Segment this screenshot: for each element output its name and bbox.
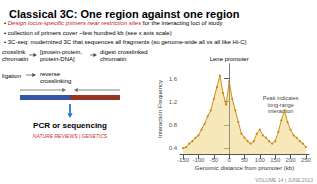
svg-text:crosslinking: crosslinking [40,78,71,84]
svg-text:-50: -50 [209,157,218,163]
svg-text:interaction: interaction [268,108,293,114]
svg-text:reverse: reverse [40,71,61,77]
svg-text:Genomic distance from promoter: Genomic distance from promoter (kb) [195,165,294,171]
svg-text:digest crosslinked: digest crosslinked [100,49,148,55]
svg-text:• collection of primers cover: • collection of primers cover ~few hundr… [4,30,172,36]
svg-text:long-range: long-range [268,102,294,108]
svg-text:crosslink: crosslink [2,49,26,55]
svg-text:ligation: ligation [2,73,21,79]
svg-text:chromatin: chromatin [100,56,126,62]
svg-text:Lene promoter: Lene promoter [210,56,249,62]
svg-text:PCR or sequencing: PCR or sequencing [33,121,107,130]
svg-text:1.2: 1.2 [169,99,178,105]
svg-text:VOLUME 14 | JUNE 2013: VOLUME 14 | JUNE 2013 [255,177,313,183]
svg-text:Classical 3C: One region again: Classical 3C: One region against one reg… [9,8,240,20]
svg-text:1.6: 1.6 [169,76,178,82]
svg-text:Design locus-specific primers: Design locus-specific primers near restr… [8,20,141,26]
svg-text:-100: -100 [192,157,205,163]
svg-text:0.8: 0.8 [169,122,178,128]
svg-text:Interaction Frequency: Interaction Frequency [157,80,163,138]
svg-text:protein-DNA]: protein-DNA] [40,56,75,62]
svg-text:-150: -150 [177,157,190,163]
svg-text:0: 0 [227,157,231,163]
svg-text:200: 200 [286,157,297,163]
svg-text:• 3C-seq: modernized 3C that s: • 3C-seq: modernized 3C that sequences a… [4,39,247,45]
svg-text:for the interacting loci of st: for the interacting loci of study [141,20,222,26]
svg-text:[protein-protein,: [protein-protein, [40,49,82,55]
svg-text:Peak indicates: Peak indicates [263,95,299,101]
svg-text:chromatin: chromatin [2,56,28,62]
svg-text:NATURE REVIEWS | GENETICS: NATURE REVIEWS | GENETICS [33,133,108,139]
svg-text:100: 100 [255,157,266,163]
svg-text:150: 150 [270,157,281,163]
svg-text:250: 250 [301,157,312,163]
svg-text:50: 50 [241,157,248,163]
svg-text:0.4: 0.4 [169,145,178,151]
